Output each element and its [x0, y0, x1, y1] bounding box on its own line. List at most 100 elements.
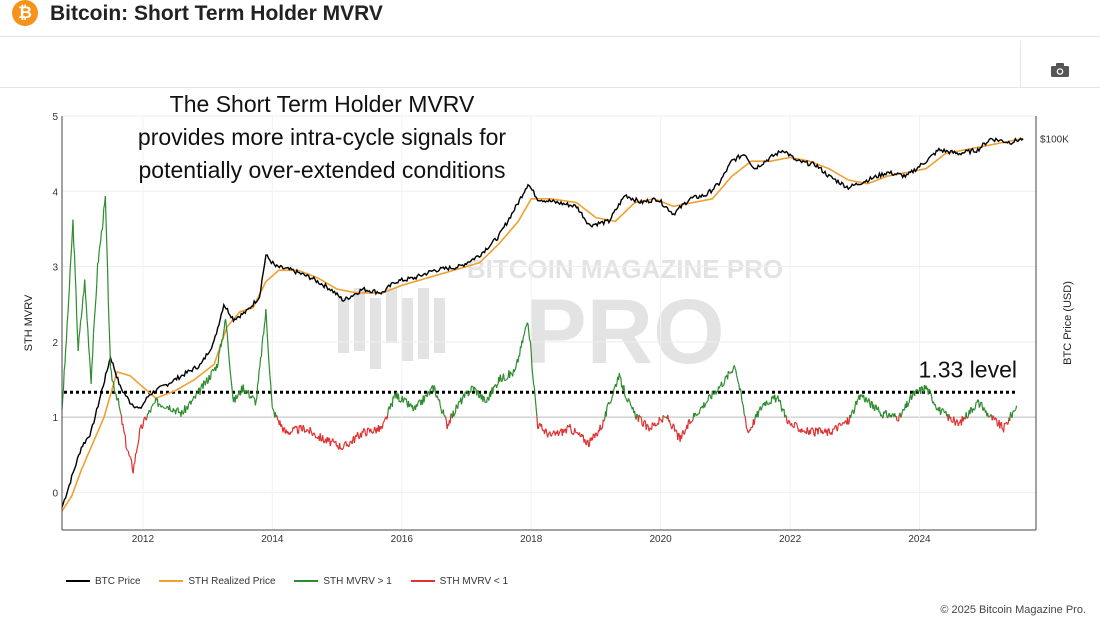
sth-mvrv-segment	[146, 413, 149, 418]
sth-mvrv-segment	[387, 408, 389, 416]
legend-item-mvrv-below[interactable]: STH MVRV < 1	[410, 576, 508, 587]
sth-mvrv-segment	[226, 333, 229, 347]
sth-mvrv-segment	[655, 425, 657, 427]
sth-mvrv-segment	[365, 435, 368, 437]
legend-item-mvrv-above[interactable]: STH MVRV > 1	[294, 576, 392, 587]
sth-mvrv-segment	[682, 430, 685, 435]
sth-mvrv-segment	[837, 422, 840, 426]
watermark-bar	[434, 298, 445, 353]
watermark-pro-text: PRO	[525, 281, 724, 383]
sth-mvrv-segment	[634, 410, 636, 418]
sth-mvrv-segment	[900, 414, 903, 418]
camera-icon[interactable]	[1050, 62, 1070, 78]
sth-mvrv-segment	[92, 319, 95, 334]
sth-mvrv-segment	[718, 385, 721, 389]
sth-mvrv-segment	[877, 406, 880, 413]
sth-mvrv-segment	[62, 370, 65, 389]
sth-mvrv-segment	[91, 354, 94, 366]
sth-mvrv-segment	[681, 432, 683, 439]
grid-lines	[62, 115, 1036, 530]
sth-mvrv-segment	[262, 334, 265, 336]
sth-mvrv-segment	[958, 421, 961, 424]
sth-mvrv-segment	[266, 323, 269, 339]
sth-mvrv-segment	[202, 380, 205, 389]
sth-mvrv-segment	[109, 367, 112, 371]
sth-mvrv-segment	[875, 404, 878, 410]
sth-mvrv-segment	[721, 385, 724, 388]
sth-mvrv-segment	[983, 407, 986, 409]
sth-mvrv-segment	[405, 398, 408, 403]
sth-mvrv-segment	[125, 446, 128, 450]
sth-mvrv-segment	[644, 419, 646, 422]
sth-mvrv-segment	[239, 394, 242, 396]
sth-mvrv-segment	[846, 417, 849, 425]
sth-mvrv-segment	[461, 395, 464, 401]
sth-mvrv-segment	[81, 296, 84, 309]
sth-mvrv-segment	[93, 308, 96, 320]
sth-mvrv-segment	[672, 423, 675, 426]
legend-item-btc-price[interactable]: BTC Price	[66, 576, 141, 587]
sth-mvrv-segment	[950, 416, 952, 422]
sth-mvrv-segment	[600, 428, 603, 431]
sth-mvrv-segment	[739, 388, 742, 394]
sth-mvrv-segment	[258, 366, 261, 371]
sth-mvrv-segment	[769, 402, 771, 404]
sth-mvrv-segment	[671, 427, 673, 430]
sth-mvrv-segment	[94, 297, 97, 309]
plot-area	[61, 137, 1024, 512]
sth-mvrv-segment	[139, 426, 142, 430]
sth-mvrv-segment	[222, 333, 224, 340]
sth-mvrv-segment	[130, 457, 133, 462]
chart-header: ₿ Bitcoin: Short Term Holder MVRV	[0, 0, 1100, 37]
sth-mvrv-segment	[282, 427, 285, 433]
sth-mvrv-segment	[863, 394, 865, 401]
sth-mvrv-segment	[553, 430, 556, 433]
sth-mvrv-segment	[684, 429, 686, 435]
legend-item-sth-realized[interactable]: STH Realized Price	[159, 576, 276, 587]
sth-mvrv-segment	[995, 418, 998, 422]
sth-mvrv-segment	[328, 437, 330, 439]
sth-mvrv-segment	[1000, 422, 1003, 430]
sth-mvrv-segment	[408, 404, 411, 408]
sth-mvrv-segment	[779, 399, 782, 405]
sth-mvrv-segment	[203, 380, 206, 383]
sth-mvrv-segment	[270, 395, 273, 408]
y-tick-label: 5	[52, 112, 58, 123]
sth-mvrv-segment	[486, 396, 489, 399]
sth-mvrv-segment	[698, 409, 701, 415]
sth-mvrv-segment	[742, 403, 744, 407]
sth-mvrv-segment	[309, 427, 312, 431]
sth-mvrv-segment	[342, 447, 345, 450]
sth-mvrv-segment	[529, 341, 532, 352]
watermark-bar	[370, 298, 381, 369]
sth-mvrv-segment	[628, 399, 631, 403]
sth-mvrv-segment	[412, 408, 415, 412]
sth-mvrv-segment	[436, 395, 439, 399]
sth-mvrv-segment	[118, 406, 121, 410]
sth-mvrv-segment	[423, 395, 426, 403]
sth-mvrv-segment	[565, 428, 568, 434]
sth-mvrv-segment	[801, 430, 804, 433]
sth-mvrv-segment	[276, 415, 279, 421]
sth-mvrv-segment	[150, 406, 152, 413]
sth-mvrv-segment	[114, 392, 117, 395]
sth-mvrv-segment	[809, 428, 812, 435]
sth-mvrv-segment	[603, 418, 606, 422]
sth-mvrv-segment	[522, 336, 524, 344]
sth-mvrv-segment	[981, 402, 983, 407]
sth-mvrv-segment	[228, 354, 231, 365]
y-axis-label-left: STH MVRV	[23, 294, 35, 351]
sth-mvrv-segment	[428, 389, 431, 396]
sth-mvrv-segment	[504, 379, 507, 382]
sth-mvrv-segment	[75, 291, 78, 316]
sth-mvrv-segment	[70, 248, 73, 259]
sth-mvrv-segment	[629, 401, 632, 407]
sth-mvrv-segment	[350, 440, 352, 443]
sth-mvrv-segment	[608, 402, 611, 405]
sth-mvrv-segment	[210, 371, 212, 379]
sth-mvrv-segment	[791, 423, 793, 427]
sth-mvrv-segment	[302, 424, 305, 428]
sth-mvrv-segment	[618, 373, 621, 377]
sth-mvrv-segment	[920, 386, 922, 395]
sth-mvrv-segment	[557, 433, 560, 437]
